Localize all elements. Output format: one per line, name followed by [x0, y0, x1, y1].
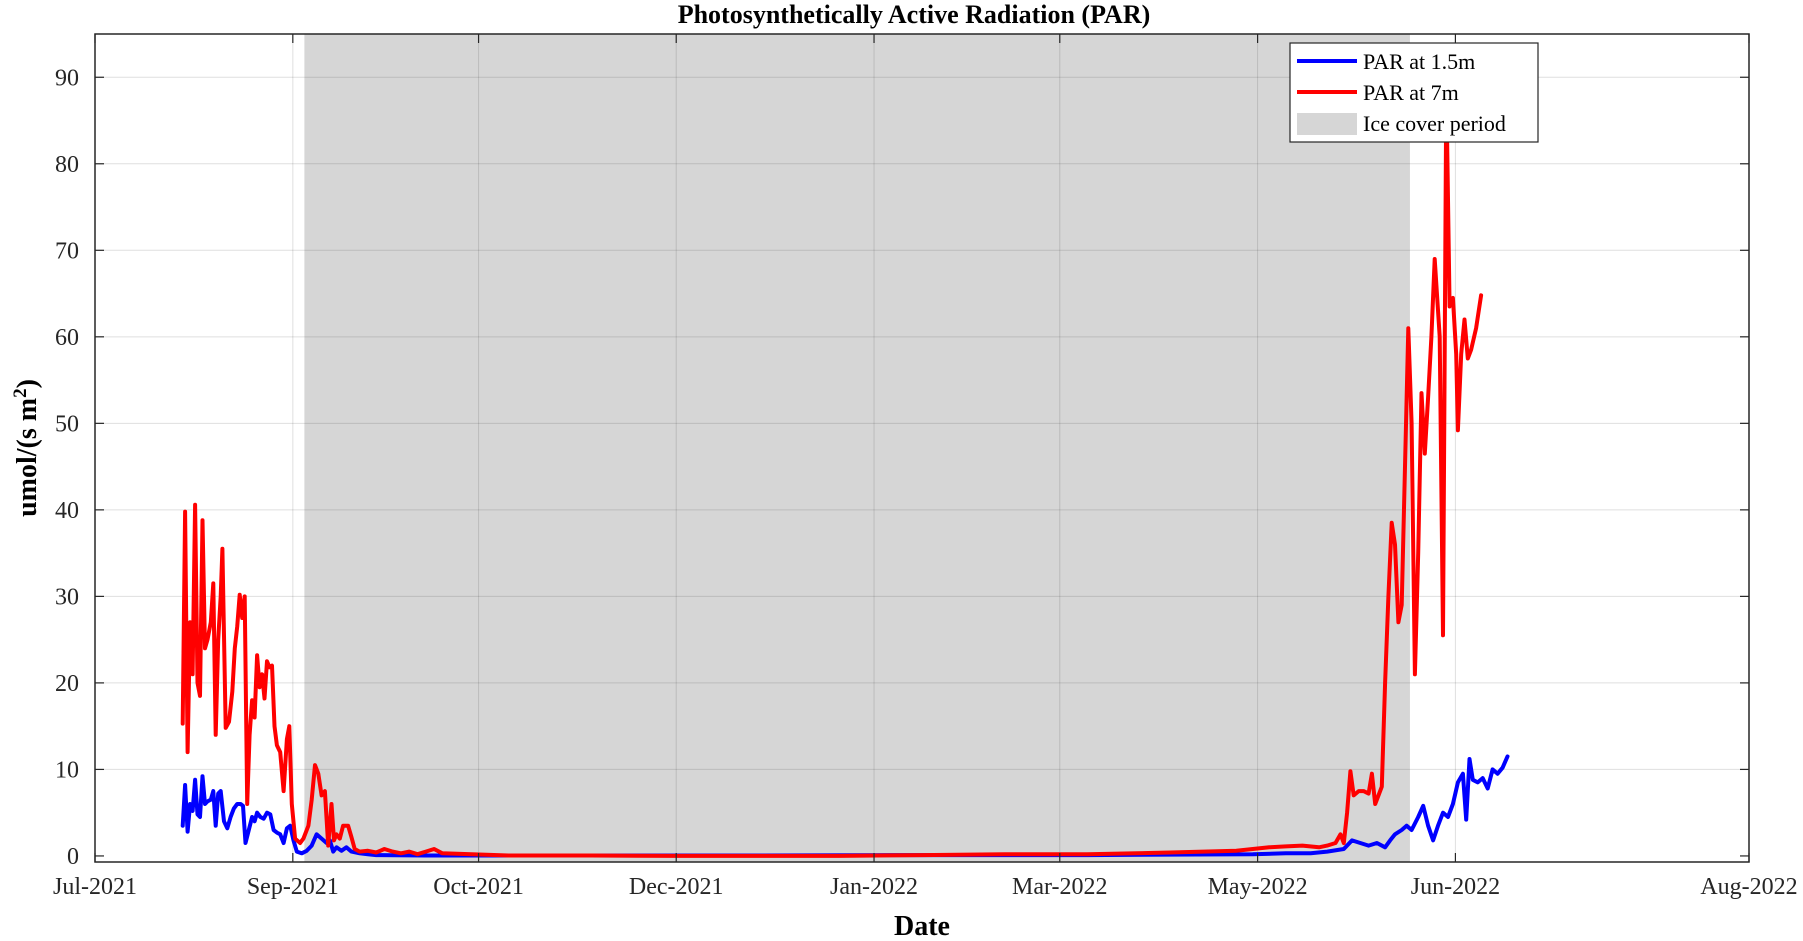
y-axis-label: umol/(s m2) [10, 379, 43, 517]
x-tick-label: Sep-2021 [247, 874, 339, 900]
legend-label-par-1-5m: PAR at 1.5m [1363, 49, 1475, 74]
x-axis-label: Date [894, 911, 950, 941]
x-tick-label: Aug-2022 [1700, 874, 1797, 900]
ice-cover-band [304, 34, 1410, 862]
x-tick-label: Jul-2021 [53, 874, 137, 900]
chart-title: Photosynthetically Active Radiation (PAR… [678, 0, 1151, 29]
y-tick-label: 70 [55, 238, 79, 264]
x-tick-label: May-2022 [1208, 874, 1308, 900]
x-tick-label: Jun-2022 [1411, 874, 1500, 900]
series-lines [180, 83, 1510, 858]
tick-marks [94, 34, 1750, 862]
y-tick-label: 30 [55, 584, 79, 610]
grid-lines [95, 34, 1749, 862]
axes-box [94, 33, 1750, 863]
y-tick-label: 10 [55, 757, 79, 783]
y-axis-label-superscript: 2 [10, 388, 31, 398]
ice-cover-layer [304, 34, 1410, 862]
x-tick-label: Mar-2022 [1012, 874, 1108, 900]
series-line-0 [180, 754, 1510, 858]
y-tick-label: 60 [55, 325, 79, 351]
y-tick-label: 40 [55, 498, 79, 524]
y-tick-label: 0 [67, 844, 79, 870]
y-tick-label: 90 [55, 65, 79, 91]
legend: PAR at 1.5m PAR at 7m Ice cover period [1289, 42, 1539, 143]
y-tick-labels: 0 10 20 30 40 50 60 70 80 90 [55, 65, 79, 870]
x-tick-labels: Jul-2021 Sep-2021 Oct-2021 Dec-2021 Jan-2022… [53, 874, 1798, 900]
y-tick-label: 20 [55, 671, 79, 697]
y-tick-label: 80 [55, 152, 79, 178]
legend-label-ice-cover: Ice cover period [1363, 111, 1506, 136]
y-axis-label-close: ) [12, 379, 43, 388]
x-tick-label: Jan-2022 [830, 874, 918, 900]
y-tick-label: 50 [55, 411, 79, 437]
x-tick-label: Dec-2021 [629, 874, 724, 900]
series-line-1 [180, 83, 1484, 858]
y-axis-label-main: umol/(s m [12, 398, 43, 517]
legend-swatch-ice-cover [1297, 113, 1357, 135]
x-tick-label: Oct-2021 [433, 874, 524, 900]
legend-label-par-7m: PAR at 7m [1363, 80, 1459, 105]
